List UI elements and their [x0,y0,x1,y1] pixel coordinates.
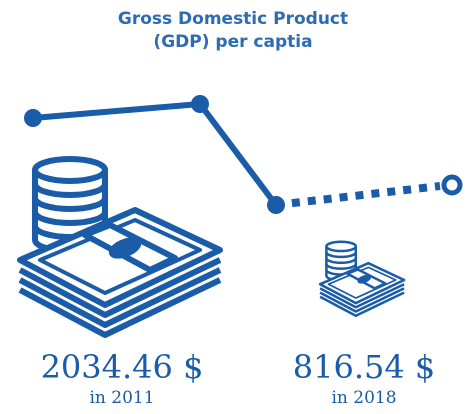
value: 816.54 $ [293,348,436,386]
money-icon-small [320,242,404,316]
value: 2034.46 $ [41,348,204,386]
money-icon-large [20,159,220,335]
title: (GDP) per captia [153,32,312,52]
year-label: in 2018 [331,388,396,408]
infographic: Gross Domestic Product (GDP) per captia … [0,0,467,414]
year-label: in 2011 [89,388,154,408]
title: Gross Domestic Product [118,9,348,29]
